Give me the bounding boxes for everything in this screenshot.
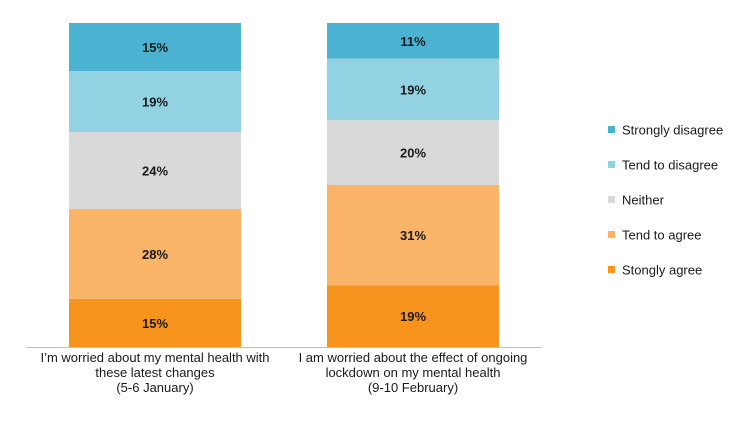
category-label-2-line-3: (9-10 February) [368,380,458,395]
legend-item-tend-to-agree: Tend to agree [608,228,702,243]
category-label-1-line-1: I’m worried about my mental health with [40,350,269,365]
data-label-2-stongly-agree: 19% [400,309,426,324]
legend-item-tend-to-disagree: Tend to disagree [608,158,718,173]
segment-labels-group: 15% 28% 24% 19% 15% 19% 31% 20% 19% 11% [142,34,426,331]
legend-swatch-strongly-disagree [608,126,615,133]
data-label-1-neither: 24% [142,164,168,179]
legend-label-strongly-disagree: Strongly disagree [622,123,723,138]
category-label-2-line-1: I am worried about the effect of ongoing [299,350,528,365]
bar-1-neither [69,132,241,210]
legend-item-strongly-disagree: Strongly disagree [608,123,723,138]
data-label-1-strongly-disagree: 15% [142,40,168,55]
bar-2-tend-to-disagree [327,58,499,121]
legend-item-neither: Neither [608,193,665,208]
category-label-2-line-2: lockdown on my mental health [326,365,501,380]
legend-label-tend-to-agree: Tend to agree [622,228,702,243]
bars-group [69,23,499,347]
bar-2-stongly-agree [327,285,499,347]
bar-2-tend-to-agree [327,185,499,286]
data-label-2-tend-to-disagree: 19% [400,82,426,97]
bar-2-strongly-disagree [327,23,499,59]
data-label-1-tend-to-agree: 28% [142,247,168,262]
legend: Strongly disagree Tend to disagree Neither… [608,123,723,278]
legend-swatch-neither [608,196,615,203]
category-labels-group: I’m worried about my mental health witht… [40,350,527,395]
data-label-1-tend-to-disagree: 19% [142,95,168,110]
bar-1-stongly-agree [69,298,241,347]
category-label-1-line-3: (5-6 January) [116,380,193,395]
bar-1-strongly-disagree [69,23,241,72]
category-label-1-line-2: these latest changes [95,365,215,380]
legend-swatch-stongly-agree [608,266,615,273]
data-label-2-neither: 20% [400,146,426,161]
data-label-1-stongly-agree: 15% [142,316,168,331]
legend-item-stongly-agree: Stongly agree [608,263,702,278]
legend-label-tend-to-disagree: Tend to disagree [622,158,718,173]
bar-2-neither [327,120,499,185]
legend-swatch-tend-to-agree [608,231,615,238]
bar-1-tend-to-disagree [69,71,241,133]
legend-swatch-tend-to-disagree [608,161,615,168]
legend-label-stongly-agree: Stongly agree [622,263,702,278]
bar-1-tend-to-agree [69,209,241,299]
data-label-2-strongly-disagree: 11% [400,34,426,49]
data-label-2-tend-to-agree: 31% [400,228,426,243]
legend-label-neither: Neither [622,193,665,208]
